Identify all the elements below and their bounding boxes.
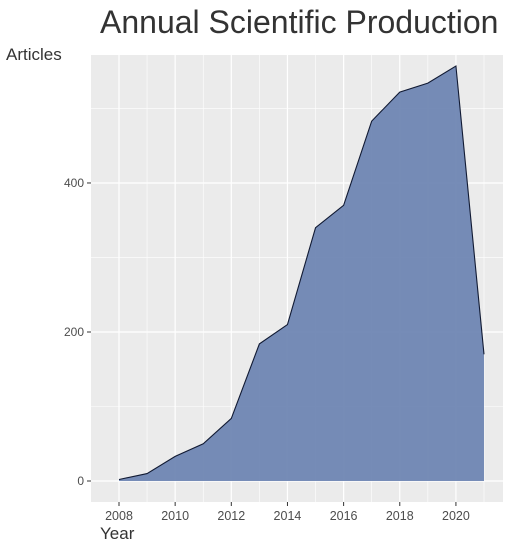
y-tick-label: 400 bbox=[64, 176, 84, 190]
x-tick-label: 2010 bbox=[161, 509, 189, 523]
x-tick-label: 2020 bbox=[442, 509, 470, 523]
series-area bbox=[119, 66, 484, 481]
x-tick-label: 2016 bbox=[330, 509, 358, 523]
y-tick-label: 200 bbox=[64, 325, 84, 339]
y-axis-ticks: 0 200 400 bbox=[64, 176, 91, 488]
x-axis-ticks: 2008 2010 2012 2014 2016 2018 2020 bbox=[105, 502, 470, 523]
chart-title: Annual Scientific Production bbox=[100, 4, 498, 40]
x-tick-label: 2008 bbox=[105, 509, 133, 523]
series-outline bbox=[118, 65, 485, 481]
x-tick-label: 2018 bbox=[386, 509, 414, 523]
x-tick-label: 2014 bbox=[274, 509, 302, 523]
y-axis-title: Articles bbox=[6, 45, 62, 64]
x-tick-label: 2012 bbox=[217, 509, 245, 523]
y-tick-label: 0 bbox=[77, 474, 84, 488]
x-axis-title: Year bbox=[100, 524, 135, 543]
